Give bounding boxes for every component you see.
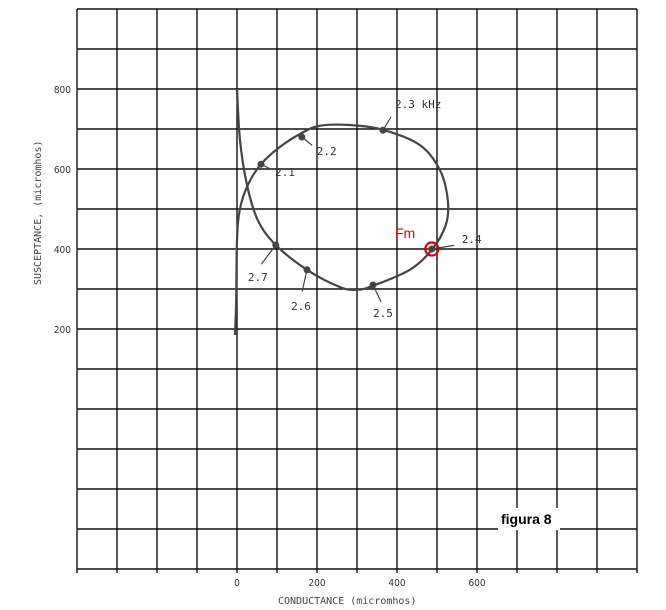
annotation-box <box>498 508 560 530</box>
x-tick-label: 600 <box>468 578 485 589</box>
leader-line <box>260 244 277 265</box>
y-tick-label: 200 <box>54 325 71 336</box>
frequency-point-label: 2.3 kHz <box>395 98 441 111</box>
frequency-points: 2.1 2.2 2.3 kHz 2.4 2.5 2.6 2.7 <box>248 98 482 320</box>
fm-highlight-circle <box>424 241 440 257</box>
x-axis-label: CONDUCTANCE (micromhos) <box>278 596 416 607</box>
y-tick-label: 800 <box>54 85 71 96</box>
frequency-point-label: 2.7 <box>248 271 268 284</box>
frequency-point-label: 2.4 <box>462 233 482 246</box>
figure-annotation: figura 8 <box>501 511 552 527</box>
y-axis-ticks: 800 600 400 200 <box>54 85 71 336</box>
frequency-point-label: 2.1 <box>275 166 295 179</box>
y-axis-label: SUSCEPTANCE, (micromhos) <box>33 141 44 286</box>
fm-label: Fm <box>395 225 415 241</box>
y-tick-label: 400 <box>54 245 71 256</box>
leader-line <box>301 136 313 146</box>
x-axis-ticks: 0 200 400 600 <box>234 578 486 589</box>
leader-line <box>372 284 382 303</box>
leader-line <box>431 244 455 250</box>
admittance-curve <box>233 88 450 336</box>
frequency-point-label: 2.6 <box>291 300 311 313</box>
frequency-point-label: 2.5 <box>373 307 393 320</box>
leader-line <box>260 163 271 170</box>
frequency-point-label: 2.2 <box>317 145 337 158</box>
x-tick-label: 400 <box>388 578 405 589</box>
leader-line <box>301 269 308 292</box>
leader-line <box>382 116 392 131</box>
x-tick-label: 200 <box>308 578 325 589</box>
grid <box>76 8 638 573</box>
y-tick-label: 600 <box>54 165 71 176</box>
x-tick-label: 0 <box>234 578 240 589</box>
